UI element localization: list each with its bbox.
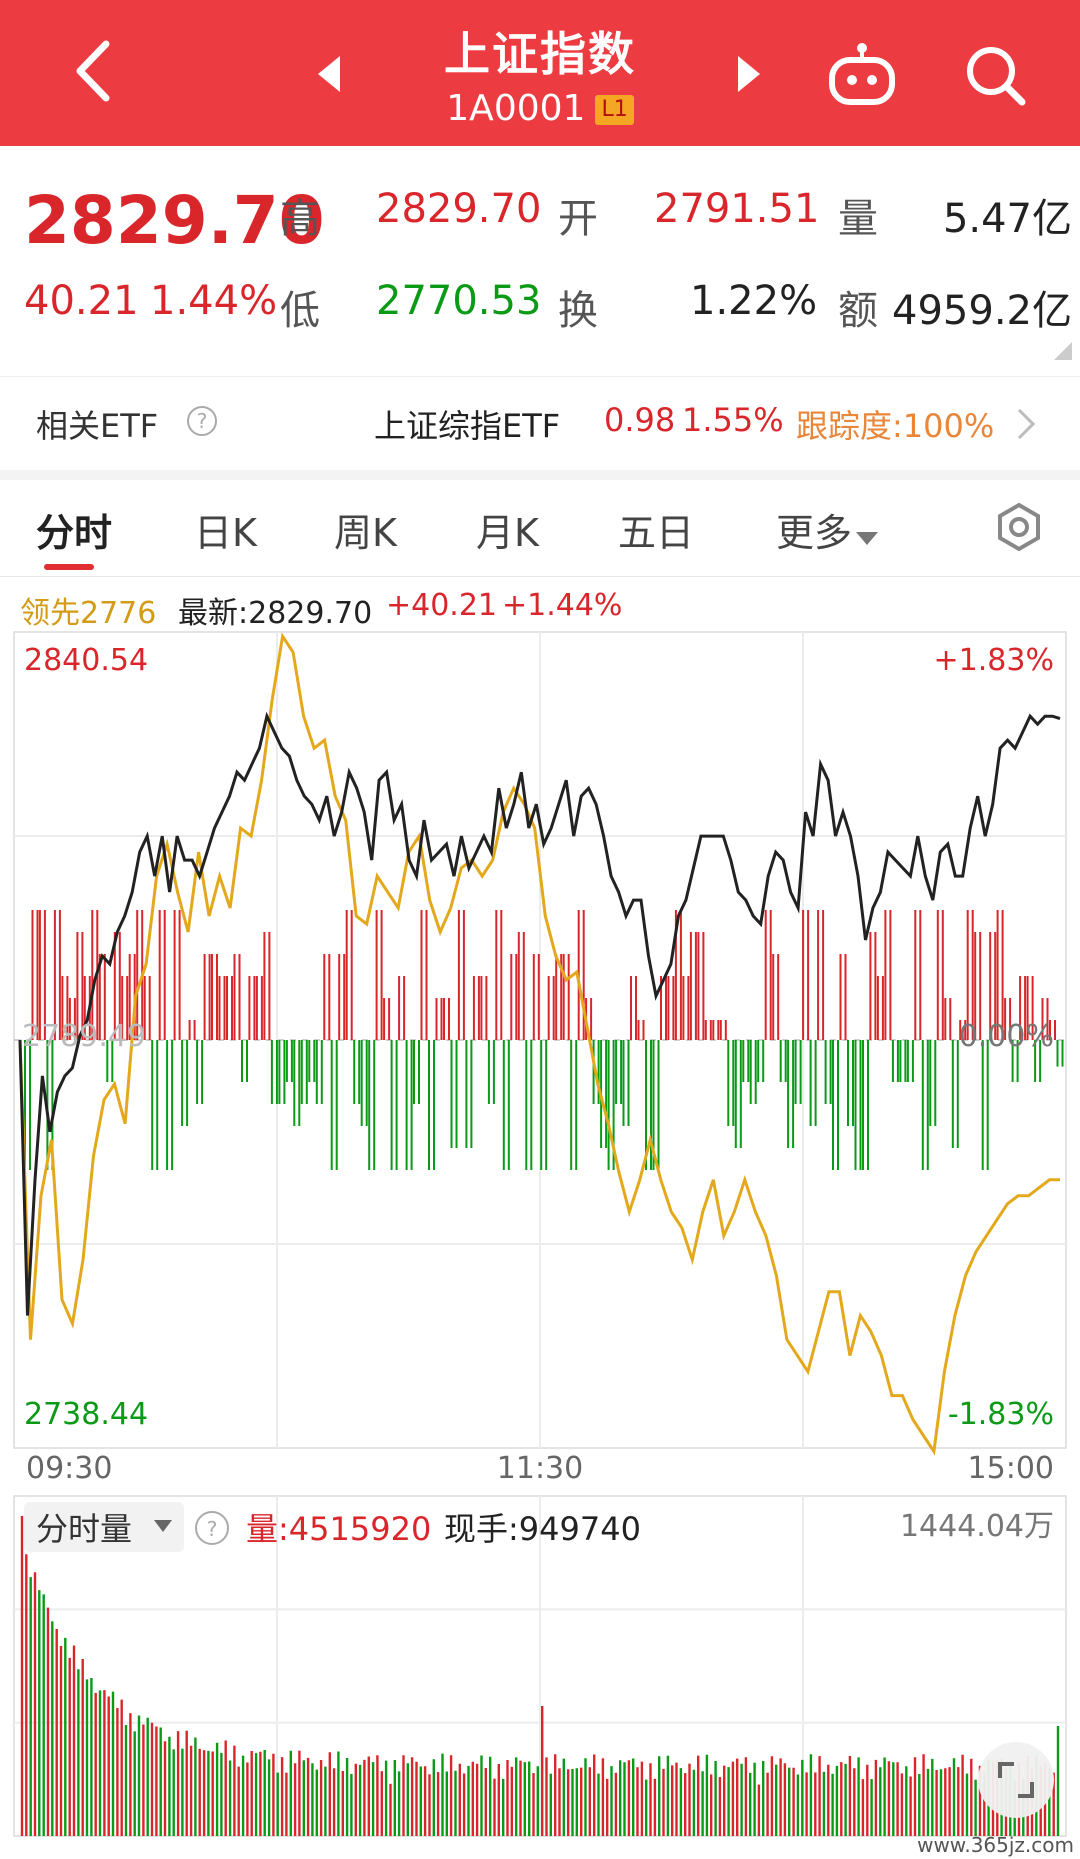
volume-label: 量 [838,196,878,242]
volume-selector: 分时量 [36,1510,132,1548]
info-pct: +1.44% [502,588,623,623]
etf-name: 上证综指ETF [374,407,561,445]
next-stock-arrow-icon[interactable] [736,56,760,92]
volume-max: 1444.04万 [900,1509,1054,1544]
low-label: 低 [280,288,320,334]
amount-label: 额 [838,288,878,334]
tab-weekly[interactable]: 周K [334,511,397,555]
intraday-chart[interactable]: 2840.54 2738.44 +1.83% -1.83% 0.00% 2789… [0,628,1080,1488]
tab-more[interactable]: 更多 [776,502,879,557]
help-icon[interactable]: ? [186,405,218,437]
etf-tracking: 跟踪度:100% [796,407,995,445]
leader-value: 领先2776 [20,596,157,631]
latest-value: 最新:2829.70 [178,596,373,631]
fullscreen-button [978,1742,1054,1818]
high-value: 2829.70 [376,186,542,232]
turnover-value: 1.22% [690,278,818,324]
etf-pct: 1.55% [682,401,784,439]
expand-corner-icon[interactable] [1054,342,1072,360]
help-icon [195,1511,229,1545]
search-icon[interactable] [964,44,1028,108]
amount-value: 4959.2亿 [892,288,1072,334]
low-value: 2770.53 [376,278,542,324]
turnover-label: 换 [558,288,598,334]
price-line [18,711,1061,1316]
svg-text:?: ? [197,409,208,433]
chart-info-line: 领先2776 最新:2829.70 +40.21 +1.44% [0,580,1080,631]
high-label: 高 [280,196,320,242]
fullscreen-icon [998,1762,1034,1798]
stock-code: 1A0001 L1 [0,88,1080,129]
current-hand: 现手:949740 [444,1510,641,1548]
tab-intraday[interactable]: 分时 [36,511,113,555]
pct-top-label: +1.83% [934,643,1054,678]
page-title: 上证指数 [444,27,636,81]
settings-hexagon-icon[interactable] [994,502,1044,552]
chevron-left-icon[interactable] [70,36,120,106]
price-change: 40.21 [24,278,139,324]
caret-down-icon [154,1520,172,1532]
prev-stock-arrow-icon[interactable] [318,56,342,92]
section-divider [0,470,1080,480]
active-tab-underline [44,564,94,570]
volume-total: 量:4515920 [246,1510,431,1548]
volume-bars [20,1516,1060,1836]
tab-more-label: 更多 [776,511,853,555]
related-etf-bar[interactable]: 相关ETF ? 上证综指ETF 0.98 1.55% 跟踪度:100% [0,376,1080,471]
tab-daily[interactable]: 日K [194,511,257,555]
x-label-midday: 11:30 [497,1451,583,1486]
price-bars [24,910,1064,1170]
stock-code-text: 1A0001 [446,88,586,129]
etf-label: 相关ETF [36,407,159,445]
open-value: 2791.51 [654,186,820,232]
y-top-label: 2840.54 [24,643,148,678]
quote-panel: 2829.70 40.21 1.44% 高 2829.70 低 2770.53 … [0,146,1080,376]
x-label-close: 15:00 [968,1451,1054,1486]
volume-chart[interactable]: 分时量 ? 量:4515920 现手:949740 1444.04万 www.3… [0,1488,1080,1859]
robot-icon[interactable] [826,42,898,108]
zero-pct-label: 0.00% [959,1019,1054,1054]
prev-close-label: 2789.49 [22,1019,146,1054]
current-price: 2829.70 [24,182,325,259]
leader-line [18,632,1060,1456]
tab-five-day[interactable]: 五日 [618,511,695,555]
pct-bottom-label: -1.83% [948,1397,1054,1432]
price-change-pct: 1.44% [150,278,278,324]
x-label-open: 09:30 [26,1451,112,1486]
info-change: +40.21 [386,588,498,623]
caret-down-icon [856,532,879,545]
etf-price: 0.98 [604,401,676,439]
open-label: 开 [558,196,598,242]
watermark: www.365jz.com [917,1833,1074,1857]
volume-selector-bg [24,1502,184,1552]
level-badge: L1 [595,95,634,125]
y-bottom-label: 2738.44 [24,1397,148,1432]
tab-monthly[interactable]: 月K [476,511,539,555]
volume-value: 5.47亿 [942,196,1072,242]
chevron-right-icon[interactable] [1014,407,1038,441]
top-bar: 上证指数 1A0001 L1 [0,0,1080,146]
chart-tabs: 分时 日K 周K 月K 五日 更多 [0,480,1080,577]
help-icon-glyph: ? [207,1517,218,1541]
